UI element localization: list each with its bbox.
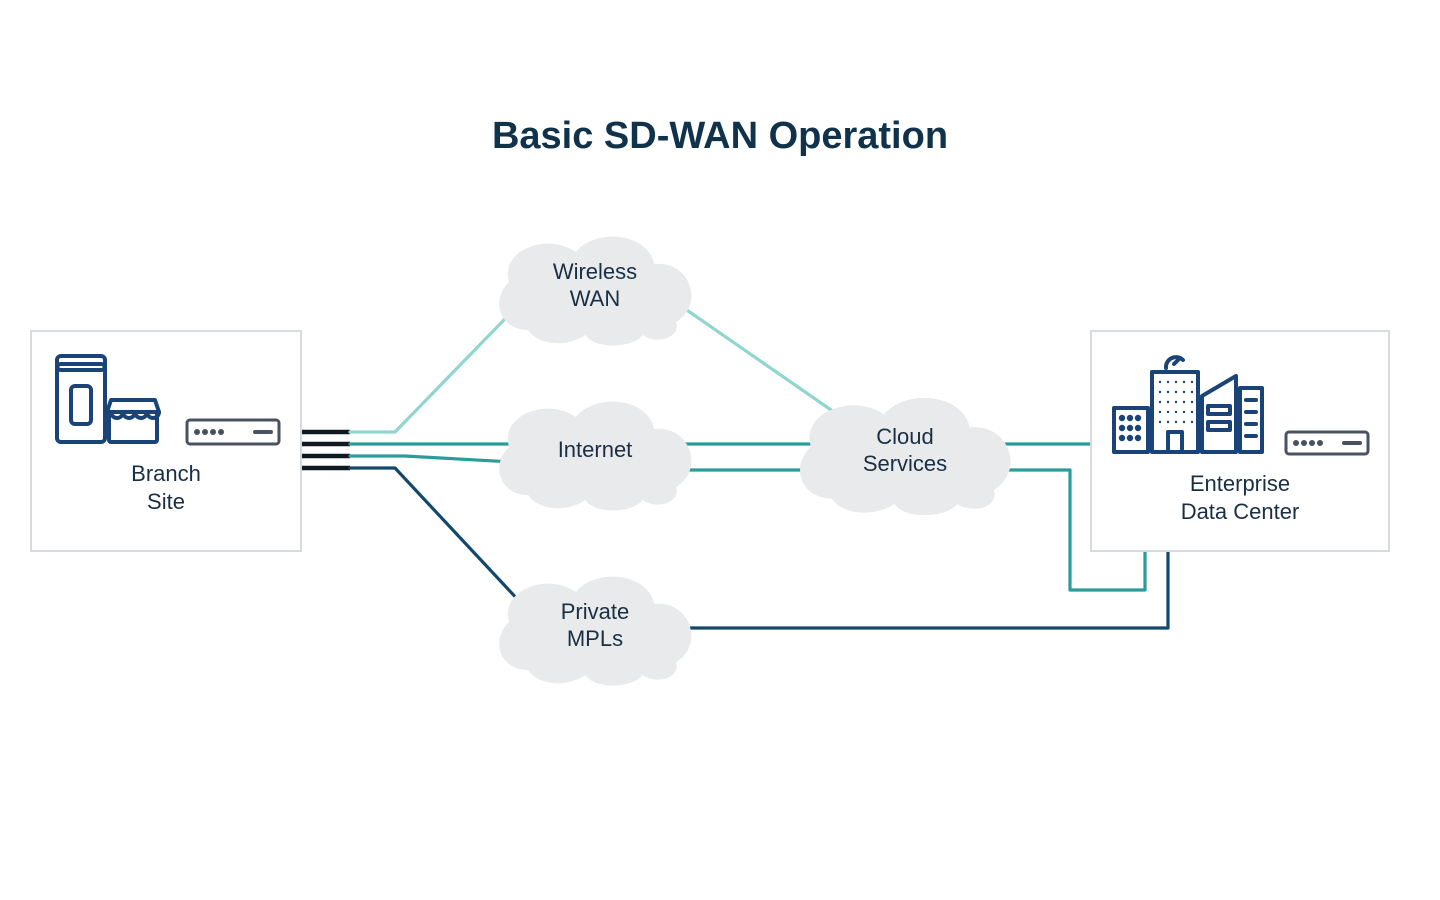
branch-site-label: BranchSite: [131, 460, 201, 515]
wireless-wan-label: WirelessWAN: [490, 220, 700, 350]
wireless-wan-cloud: WirelessWAN: [490, 220, 700, 350]
router-device-icon: [183, 412, 283, 452]
cloud-services-label: CloudServices: [790, 380, 1020, 520]
cloud-services-cloud: CloudServices: [790, 380, 1020, 520]
diagram-stage: BranchSite: [0, 0, 1440, 900]
buildings-icon: [1108, 352, 1268, 462]
internet-cloud: Internet: [490, 385, 700, 515]
private-mpls-cloud: PrivateMPLs: [490, 560, 700, 690]
private-mpls-label: PrivateMPLs: [490, 560, 700, 690]
storefront-icon: [49, 352, 169, 452]
datacenter-label: EnterpriseData Center: [1181, 470, 1300, 525]
datacenter-box: EnterpriseData Center: [1090, 330, 1390, 552]
internet-label: Internet: [490, 385, 700, 515]
router-device-icon: [1282, 426, 1372, 462]
branch-site-box: BranchSite: [30, 330, 302, 552]
